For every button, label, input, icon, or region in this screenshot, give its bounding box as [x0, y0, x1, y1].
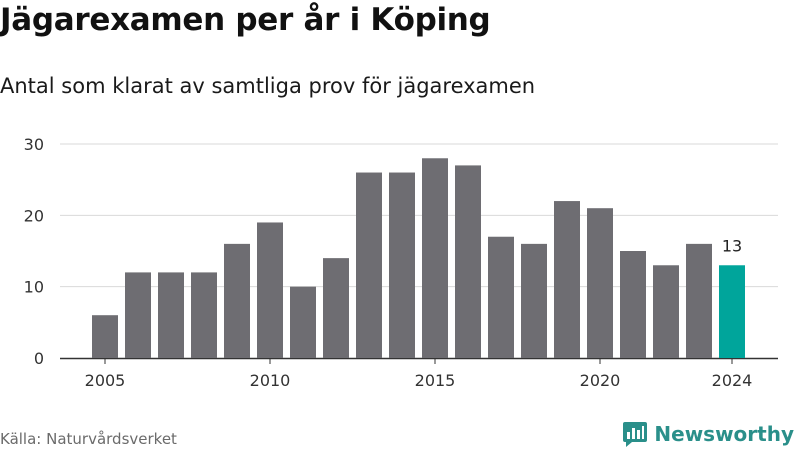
bar-2007 — [158, 272, 184, 358]
x-tick-label: 2020 — [580, 371, 621, 390]
bar-2019 — [554, 201, 580, 358]
x-tick-label: 2005 — [85, 371, 126, 390]
chart-title: Jägarexamen per år i Köping — [0, 2, 491, 38]
bar-2013 — [356, 172, 382, 358]
bars — [92, 158, 745, 358]
brand-logo: Newsworthy — [622, 420, 794, 448]
x-tick-label: 2024 — [712, 371, 753, 390]
bar-2014 — [389, 172, 415, 358]
bar-2015 — [422, 158, 448, 358]
bar-2017 — [488, 236, 514, 358]
bar-2011 — [290, 286, 316, 358]
source-note: Källa: Naturvårdsverket — [0, 430, 177, 448]
bar-2006 — [125, 272, 151, 358]
y-tick-label: 10 — [24, 278, 44, 297]
x-tick-label: 2010 — [250, 371, 291, 390]
bar-2018 — [521, 243, 547, 358]
brand-name: Newsworthy — [654, 422, 794, 446]
bar-2008 — [191, 272, 217, 358]
bar-2021 — [620, 251, 646, 358]
bar-2009 — [224, 243, 250, 358]
bar-2010 — [257, 222, 283, 358]
y-tick-label: 0 — [34, 349, 44, 368]
bar-2024 — [719, 265, 745, 358]
bar-2020 — [587, 208, 613, 358]
bar-2005 — [92, 315, 118, 358]
bar-2023 — [686, 243, 712, 358]
bar-chart-speech-bubble-icon — [623, 422, 648, 447]
axis-labels: 0 10 20 30 13 2005 2010 2015 2020 2024 — [24, 135, 753, 390]
bar-2022 — [653, 265, 679, 358]
data-label-2024: 13 — [722, 236, 742, 255]
bar-2012 — [323, 258, 349, 358]
y-tick-label: 30 — [24, 135, 44, 154]
chart-subtitle: Antal som klarat av samtliga prov för jä… — [0, 74, 536, 98]
y-tick-label: 20 — [24, 206, 44, 225]
bar-2016 — [455, 165, 481, 358]
x-tick-label: 2015 — [415, 371, 456, 390]
